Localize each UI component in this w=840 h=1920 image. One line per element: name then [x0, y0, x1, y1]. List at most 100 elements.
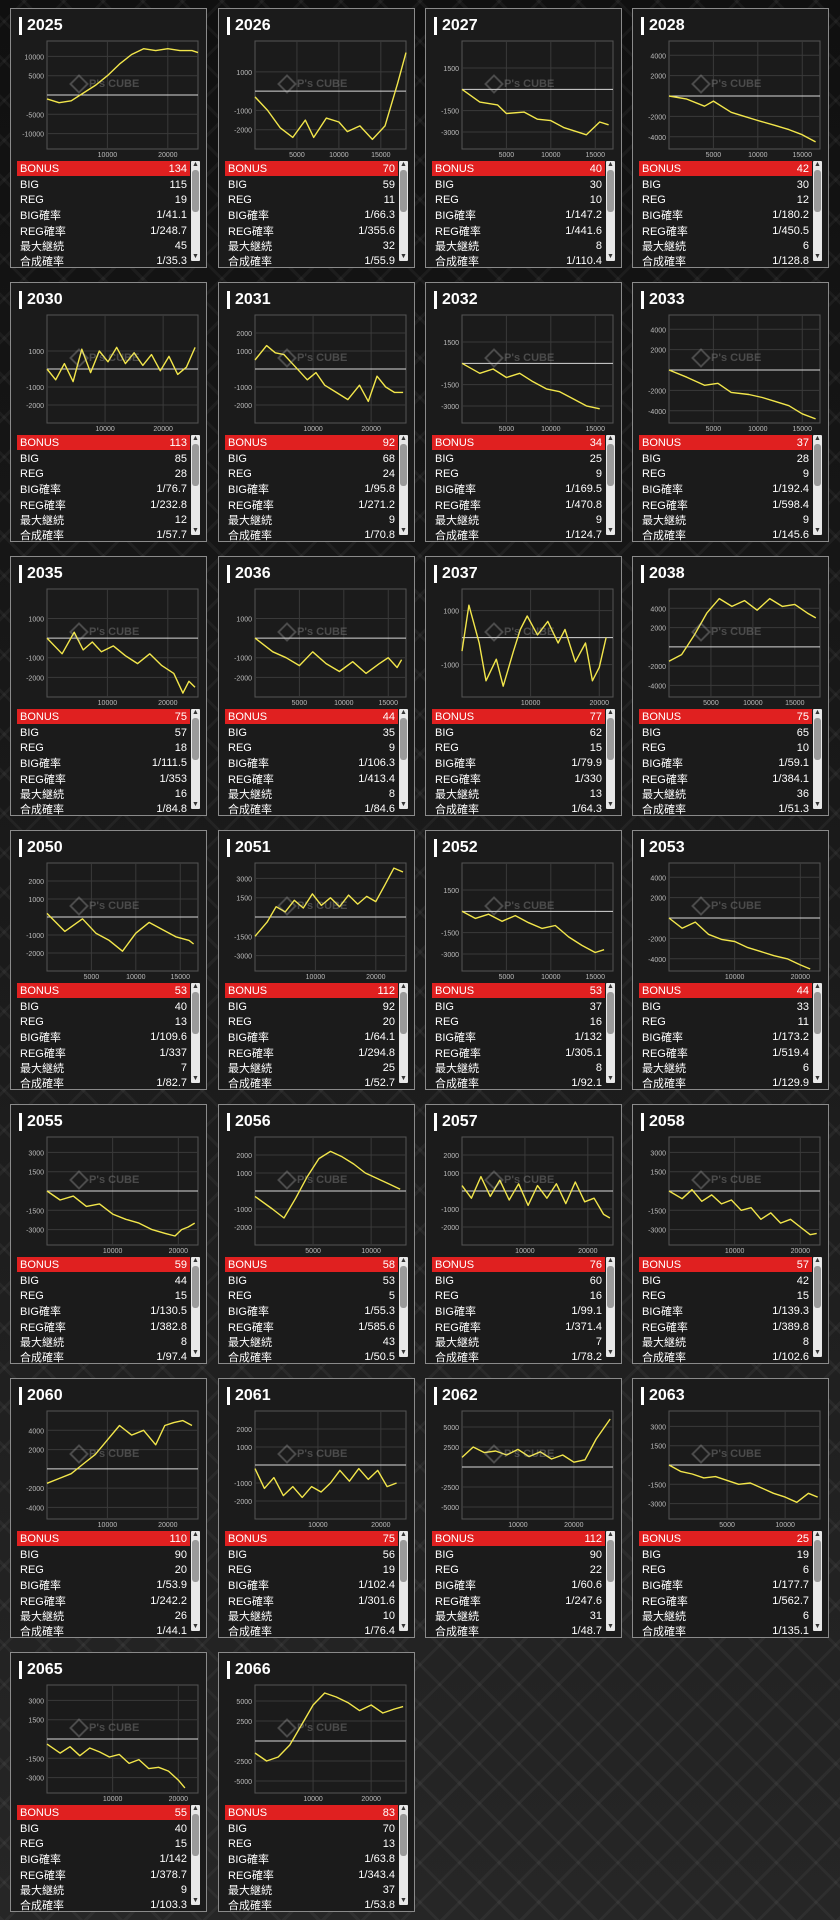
machine-card-2063[interactable]: 2063 3000 1500 -1500 -3000 5000 10000 P's CUB…	[632, 1378, 829, 1638]
machine-card-2038[interactable]: 2038 4000 2000 -2000 -4000 5000 10000 15000 P'…	[632, 556, 829, 816]
stats-scrollbar[interactable]: ▲ ▼	[813, 435, 822, 535]
scroll-down-arrow-icon[interactable]: ▼	[400, 801, 407, 808]
machine-card-2060[interactable]: 2060 4000 2000 -2000 -4000 10000 20000 P's CU…	[10, 1378, 207, 1638]
scroll-up-arrow-icon[interactable]: ▲	[192, 1257, 199, 1264]
scroll-up-arrow-icon[interactable]: ▲	[814, 1531, 821, 1538]
machine-card-2056[interactable]: 2056 2000 1000 -1000 -2000 5000 10000 P's CUB…	[218, 1104, 415, 1364]
scroll-thumb[interactable]	[607, 992, 614, 1034]
scroll-down-arrow-icon[interactable]: ▼	[607, 1349, 614, 1356]
scroll-thumb[interactable]	[814, 718, 821, 760]
scroll-down-arrow-icon[interactable]: ▼	[607, 1623, 614, 1630]
scroll-thumb[interactable]	[192, 170, 199, 212]
scroll-down-arrow-icon[interactable]: ▼	[607, 253, 614, 260]
scroll-up-arrow-icon[interactable]: ▲	[400, 1531, 407, 1538]
stats-scrollbar[interactable]: ▲ ▼	[606, 161, 615, 261]
scroll-thumb[interactable]	[607, 444, 614, 486]
scroll-up-arrow-icon[interactable]: ▲	[400, 983, 407, 990]
scroll-up-arrow-icon[interactable]: ▲	[814, 161, 821, 168]
scroll-up-arrow-icon[interactable]: ▲	[192, 983, 199, 990]
scroll-up-arrow-icon[interactable]: ▲	[400, 1805, 407, 1812]
scroll-up-arrow-icon[interactable]: ▲	[607, 709, 614, 716]
scroll-down-arrow-icon[interactable]: ▼	[814, 1349, 821, 1356]
scroll-up-arrow-icon[interactable]: ▲	[192, 1805, 199, 1812]
machine-card-2037[interactable]: 2037 1000 -1000 10000 20000 P's CUBE BONUS 7…	[425, 556, 622, 816]
machine-card-2027[interactable]: 2027 1500 -1500 -3000 5000 10000 15000 P's CU…	[425, 8, 622, 268]
scroll-thumb[interactable]	[607, 1266, 614, 1308]
scroll-down-arrow-icon[interactable]: ▼	[814, 1623, 821, 1630]
stats-scrollbar[interactable]: ▲ ▼	[191, 161, 200, 261]
scroll-down-arrow-icon[interactable]: ▼	[400, 1897, 407, 1904]
scroll-thumb[interactable]	[400, 1266, 407, 1308]
scroll-thumb[interactable]	[400, 444, 407, 486]
stats-scrollbar[interactable]: ▲ ▼	[191, 1531, 200, 1631]
scroll-thumb[interactable]	[400, 1540, 407, 1582]
scroll-thumb[interactable]	[814, 1540, 821, 1582]
scroll-down-arrow-icon[interactable]: ▼	[192, 1897, 199, 1904]
scroll-thumb[interactable]	[192, 992, 199, 1034]
scroll-thumb[interactable]	[192, 1814, 199, 1856]
scroll-down-arrow-icon[interactable]: ▼	[814, 801, 821, 808]
stats-scrollbar[interactable]: ▲ ▼	[191, 1257, 200, 1357]
scroll-down-arrow-icon[interactable]: ▼	[400, 253, 407, 260]
scroll-down-arrow-icon[interactable]: ▼	[400, 527, 407, 534]
scroll-down-arrow-icon[interactable]: ▼	[192, 801, 199, 808]
scroll-down-arrow-icon[interactable]: ▼	[192, 1075, 199, 1082]
scroll-down-arrow-icon[interactable]: ▼	[607, 1075, 614, 1082]
stats-scrollbar[interactable]: ▲ ▼	[191, 1805, 200, 1905]
scroll-up-arrow-icon[interactable]: ▲	[400, 435, 407, 442]
scroll-up-arrow-icon[interactable]: ▲	[814, 435, 821, 442]
stats-scrollbar[interactable]: ▲ ▼	[191, 709, 200, 809]
scroll-down-arrow-icon[interactable]: ▼	[607, 801, 614, 808]
stats-scrollbar[interactable]: ▲ ▼	[813, 709, 822, 809]
scroll-thumb[interactable]	[814, 992, 821, 1034]
scroll-up-arrow-icon[interactable]: ▲	[192, 161, 199, 168]
machine-card-2032[interactable]: 2032 1500 -1500 -3000 5000 10000 15000 P's CU…	[425, 282, 622, 542]
stats-scrollbar[interactable]: ▲ ▼	[399, 1531, 408, 1631]
scroll-down-arrow-icon[interactable]: ▼	[400, 1623, 407, 1630]
machine-card-2036[interactable]: 2036 1000 -1000 -2000 5000 10000 15000 P's CU…	[218, 556, 415, 816]
machine-card-2028[interactable]: 2028 4000 2000 -2000 -4000 5000 10000 15000 P'…	[632, 8, 829, 268]
scroll-thumb[interactable]	[400, 170, 407, 212]
stats-scrollbar[interactable]: ▲ ▼	[813, 983, 822, 1083]
stats-scrollbar[interactable]: ▲ ▼	[191, 983, 200, 1083]
stats-scrollbar[interactable]: ▲ ▼	[399, 1805, 408, 1905]
scroll-thumb[interactable]	[400, 1814, 407, 1856]
scroll-down-arrow-icon[interactable]: ▼	[814, 1075, 821, 1082]
scroll-up-arrow-icon[interactable]: ▲	[607, 435, 614, 442]
scroll-up-arrow-icon[interactable]: ▲	[814, 1257, 821, 1264]
scroll-thumb[interactable]	[400, 992, 407, 1034]
scroll-thumb[interactable]	[192, 718, 199, 760]
machine-card-2057[interactable]: 2057 2000 1000 -1000 -2000 10000 20000 P's CU…	[425, 1104, 622, 1364]
scroll-thumb[interactable]	[192, 1266, 199, 1308]
scroll-down-arrow-icon[interactable]: ▼	[192, 1349, 199, 1356]
scroll-up-arrow-icon[interactable]: ▲	[607, 1531, 614, 1538]
scroll-up-arrow-icon[interactable]: ▲	[192, 709, 199, 716]
stats-scrollbar[interactable]: ▲ ▼	[606, 709, 615, 809]
scroll-down-arrow-icon[interactable]: ▼	[400, 1349, 407, 1356]
scroll-down-arrow-icon[interactable]: ▼	[192, 1623, 199, 1630]
scroll-up-arrow-icon[interactable]: ▲	[814, 983, 821, 990]
machine-card-2062[interactable]: 2062 5000 2500 -2500 -5000 10000 20000 P's CU…	[425, 1378, 622, 1638]
scroll-down-arrow-icon[interactable]: ▼	[814, 253, 821, 260]
scroll-thumb[interactable]	[400, 718, 407, 760]
scroll-thumb[interactable]	[814, 1266, 821, 1308]
scroll-thumb[interactable]	[192, 444, 199, 486]
machine-card-2061[interactable]: 2061 2000 1000 -1000 -2000 10000 20000 P's CU…	[218, 1378, 415, 1638]
scroll-up-arrow-icon[interactable]: ▲	[400, 161, 407, 168]
stats-scrollbar[interactable]: ▲ ▼	[606, 983, 615, 1083]
scroll-thumb[interactable]	[814, 444, 821, 486]
machine-card-2052[interactable]: 2052 1500 -1500 -3000 5000 10000 15000 P's CU…	[425, 830, 622, 1090]
scroll-thumb[interactable]	[192, 1540, 199, 1582]
scroll-up-arrow-icon[interactable]: ▲	[607, 1257, 614, 1264]
machine-card-2050[interactable]: 2050 2000 1000 -1000 -2000 5000 10000 15000 P'…	[10, 830, 207, 1090]
machine-card-2051[interactable]: 2051 3000 1500 -1500 -3000 10000 20000 P's CU…	[218, 830, 415, 1090]
stats-scrollbar[interactable]: ▲ ▼	[399, 1257, 408, 1357]
scroll-up-arrow-icon[interactable]: ▲	[814, 709, 821, 716]
scroll-up-arrow-icon[interactable]: ▲	[192, 435, 199, 442]
machine-card-2025[interactable]: 2025 10000 5000 -5000 -10000 10000 20000 P's …	[10, 8, 207, 268]
scroll-down-arrow-icon[interactable]: ▼	[607, 527, 614, 534]
stats-scrollbar[interactable]: ▲ ▼	[606, 1257, 615, 1357]
machine-card-2053[interactable]: 2053 4000 2000 -2000 -4000 10000 20000 P's CU…	[632, 830, 829, 1090]
scroll-up-arrow-icon[interactable]: ▲	[607, 161, 614, 168]
machine-card-2055[interactable]: 2055 3000 1500 -1500 -3000 10000 20000 P's CU…	[10, 1104, 207, 1364]
